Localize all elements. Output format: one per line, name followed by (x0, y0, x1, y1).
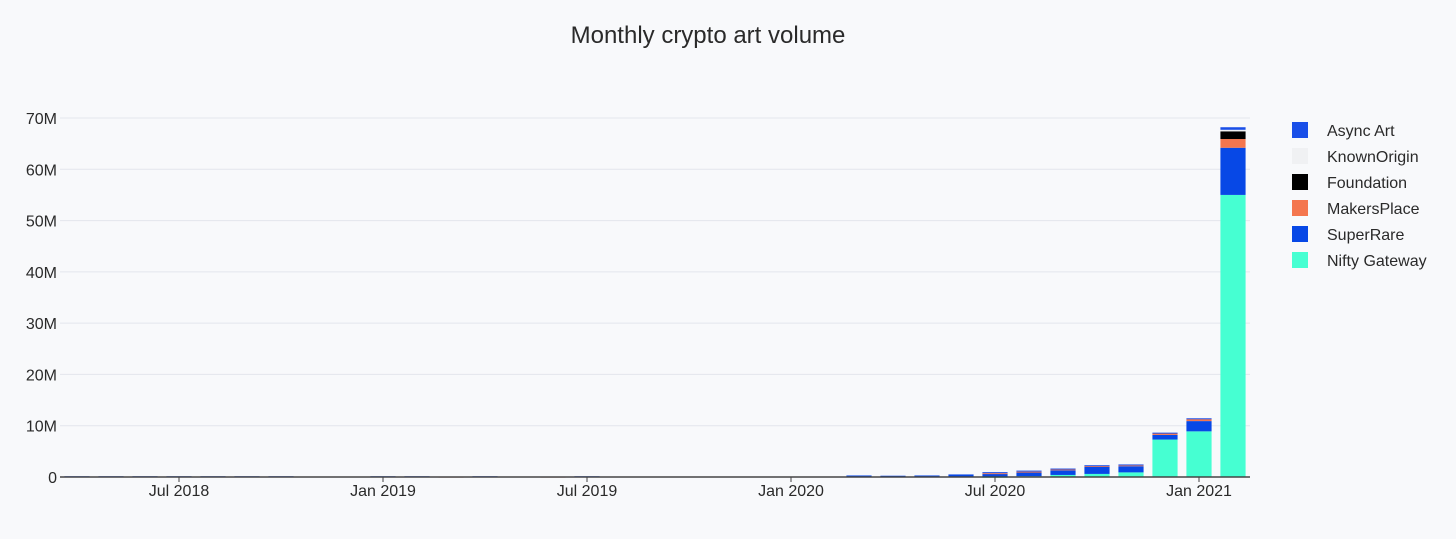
bar-async-art (1016, 470, 1042, 472)
chart-title: Monthly crypto art volume (571, 22, 846, 49)
bar-superrare (948, 474, 974, 477)
legend-item-foundation[interactable]: Foundation (1292, 174, 1407, 192)
bars (64, 127, 1246, 478)
bar-superrare (982, 473, 1008, 477)
legend-swatch (1292, 122, 1308, 138)
bar-makersplace (1050, 469, 1076, 471)
bar-nifty-gateway (1050, 474, 1076, 477)
bar-makersplace (1016, 471, 1042, 473)
x-tick-label: Jan 2021 (1166, 483, 1232, 500)
gridlines (60, 117, 1250, 427)
legend-item-knownorigin[interactable]: KnownOrigin (1292, 148, 1419, 166)
legend-swatch (1292, 252, 1308, 268)
bar-knownorigin (1220, 129, 1246, 132)
bar-superrare (1186, 421, 1212, 432)
bar-async-art (1220, 127, 1246, 130)
legend-item-superrare[interactable]: SuperRare (1292, 226, 1404, 244)
legend-item-nifty-gateway[interactable]: Nifty Gateway (1292, 252, 1427, 270)
bar-async-art (982, 472, 1008, 474)
x-tick-label: Jan 2020 (758, 483, 824, 500)
y-tick-label: 60M (26, 162, 57, 179)
legend-label: Nifty Gateway (1327, 253, 1427, 270)
legend-swatch (1292, 148, 1308, 164)
y-tick-label: 30M (26, 316, 57, 333)
y-tick-label: 50M (26, 214, 57, 231)
bar-makersplace (1084, 465, 1110, 467)
bar-foundation (1220, 131, 1246, 140)
bar-async-art (1152, 432, 1178, 434)
bar-superrare (1152, 434, 1178, 440)
bar-makersplace (1186, 419, 1212, 422)
bar-nifty-gateway (1152, 439, 1178, 477)
bar-superrare (1016, 472, 1042, 477)
legend-label: KnownOrigin (1327, 149, 1419, 166)
bar-superrare (1084, 466, 1110, 474)
y-tick-label: 70M (26, 111, 57, 128)
x-tick-label: Jul 2020 (965, 483, 1026, 500)
legend: Async Art KnownOrigin Foundation MakersPlac… (1292, 122, 1427, 270)
legend-swatch (1292, 200, 1308, 216)
legend-item-async-art[interactable]: Async Art (1292, 122, 1395, 140)
bar-async-art (1084, 465, 1110, 467)
y-tick-label: 40M (26, 265, 57, 282)
y-tick-label: 0 (48, 470, 57, 487)
bar-nifty-gateway (1186, 431, 1212, 477)
x-tick-label: Jan 2019 (350, 483, 416, 500)
bar-makersplace (982, 473, 1008, 475)
legend-label: MakersPlace (1327, 201, 1420, 218)
x-axis-ticks: Jul 2018 Jan 2019 Jul 2019 Jan 2020 Jul 2020… (149, 477, 1232, 500)
bar-superrare (1118, 466, 1144, 473)
x-tick-label: Jul 2019 (557, 483, 618, 500)
legend-swatch (1292, 174, 1308, 190)
bar-superrare (1220, 147, 1246, 195)
bar-nifty-gateway (1084, 473, 1110, 477)
y-axis-ticks: 0 10M 20M 30M 40M 50M 60M 70M (26, 111, 57, 487)
legend-item-makersplace[interactable]: MakersPlace (1292, 200, 1420, 218)
bar-async-art (1050, 468, 1076, 470)
x-tick-label: Jul 2018 (149, 483, 210, 500)
bar-nifty-gateway (1118, 472, 1144, 477)
bar-makersplace (1118, 465, 1144, 467)
legend-label: SuperRare (1327, 227, 1404, 244)
bar-async-art (1186, 418, 1212, 420)
legend-label: Async Art (1327, 123, 1395, 140)
y-tick-label: 20M (26, 367, 57, 384)
bar-makersplace (1220, 139, 1246, 148)
bar-superrare (1050, 470, 1076, 475)
bar-superrare (914, 475, 940, 477)
bar-superrare (846, 475, 872, 477)
bar-nifty-gateway (1220, 194, 1246, 477)
legend-label: Foundation (1327, 175, 1407, 192)
y-tick-label: 10M (26, 419, 57, 436)
legend-swatch (1292, 226, 1308, 242)
bar-async-art (1118, 464, 1144, 466)
bar-makersplace (1152, 433, 1178, 435)
